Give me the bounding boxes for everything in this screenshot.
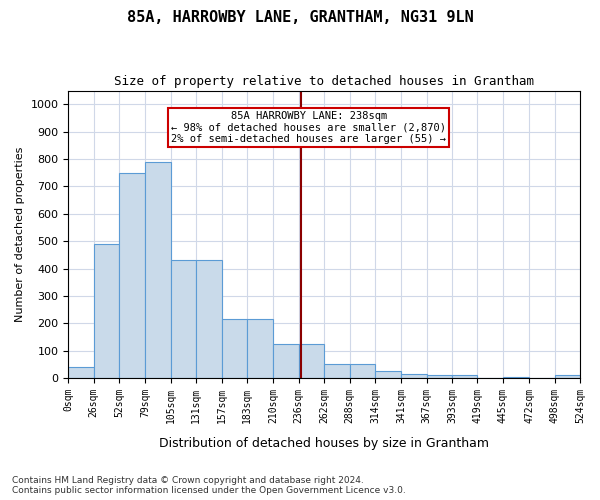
Bar (375, 372, 401, 378)
Bar (503, 377, 529, 378)
Bar (171, 260, 196, 378)
Bar (274, 344, 299, 378)
Y-axis label: Number of detached properties: Number of detached properties (15, 146, 25, 322)
Bar (247, 320, 274, 378)
Bar (68, 367, 94, 378)
Bar (221, 320, 247, 378)
Bar (299, 344, 324, 378)
Title: Size of property relative to detached houses in Grantham: Size of property relative to detached ho… (114, 75, 534, 88)
Bar (427, 376, 452, 378)
Text: Contains HM Land Registry data © Crown copyright and database right 2024.
Contai: Contains HM Land Registry data © Crown c… (12, 476, 406, 495)
Bar (94, 244, 119, 378)
Bar (350, 364, 375, 378)
Text: 85A HARROWBY LANE: 238sqm
← 98% of detached houses are smaller (2,870)
2% of sem: 85A HARROWBY LANE: 238sqm ← 98% of detac… (171, 110, 446, 144)
X-axis label: Distribution of detached houses by size in Grantham: Distribution of detached houses by size … (159, 437, 489, 450)
Bar (145, 162, 171, 378)
Bar (324, 364, 350, 378)
Text: 85A, HARROWBY LANE, GRANTHAM, NG31 9LN: 85A, HARROWBY LANE, GRANTHAM, NG31 9LN (127, 10, 473, 25)
Bar (452, 376, 478, 378)
Bar (119, 172, 145, 378)
Bar (196, 260, 221, 378)
Bar (554, 376, 580, 378)
Bar (401, 374, 427, 378)
